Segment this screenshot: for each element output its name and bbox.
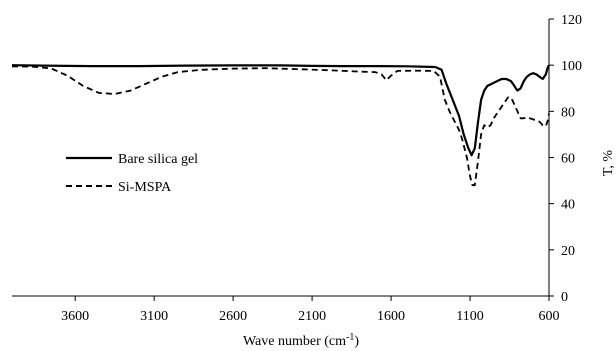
y-axis-title: T, % xyxy=(601,150,616,177)
x-tick-label: 600 xyxy=(539,309,560,324)
x-ticks: 3600 3100 2600 2100 1600 1100 600 xyxy=(61,296,560,324)
y-tick-label: 20 xyxy=(561,244,575,259)
legend-label-si-mspa: Si-MSPA xyxy=(118,180,172,195)
x-tick-label: 1600 xyxy=(377,309,405,324)
y-tick-label: 40 xyxy=(561,198,575,213)
x-tick-label: 3600 xyxy=(61,309,89,324)
series-layer xyxy=(11,64,550,187)
x-tick-label: 3100 xyxy=(140,309,168,324)
series-line-bare-silica-gel xyxy=(11,64,550,157)
y-tick-label: 100 xyxy=(561,59,582,74)
x-tick-label: 1100 xyxy=(456,309,483,324)
series-line-si-mspa xyxy=(11,65,550,187)
y-tick-label: 0 xyxy=(561,290,568,305)
x-tick-label: 2600 xyxy=(219,309,247,324)
y-tick-label: 80 xyxy=(561,105,575,120)
x-axis-title: Wave number (cm-1) xyxy=(243,332,359,349)
y-tick-label: 60 xyxy=(561,152,575,167)
legend-label-bare-silica-gel: Bare silica gel xyxy=(118,152,198,167)
x-tick-label: 2100 xyxy=(298,309,326,324)
legend: Bare silica gel Si-MSPA xyxy=(66,152,198,195)
y-tick-label: 120 xyxy=(561,13,582,28)
y-ticks: 0 20 40 60 80 100 120 xyxy=(549,13,582,305)
